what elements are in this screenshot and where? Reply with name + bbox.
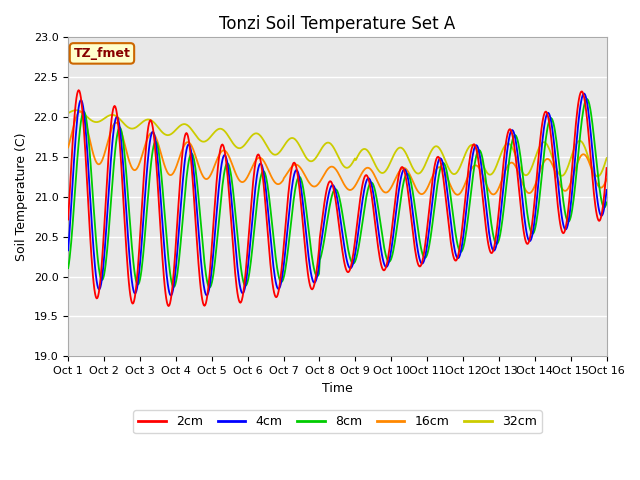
Line: 32cm: 32cm	[68, 110, 607, 176]
32cm	[603, 155, 611, 161]
Line: 2cm: 2cm	[68, 90, 607, 306]
8cm	[206, 285, 214, 290]
X-axis label: Time: Time	[322, 382, 353, 395]
32cm	[185, 123, 193, 129]
Line: 4cm: 4cm	[68, 94, 607, 295]
16cm	[404, 168, 412, 173]
4cm	[185, 142, 193, 147]
16cm	[213, 156, 221, 162]
2cm	[186, 142, 193, 148]
16cm	[185, 140, 193, 145]
16cm	[76, 108, 84, 114]
8cm	[583, 96, 591, 102]
Text: TZ_fmet: TZ_fmet	[74, 47, 131, 60]
2cm	[64, 216, 72, 222]
2cm	[404, 190, 412, 196]
8cm	[419, 253, 427, 259]
32cm	[404, 154, 412, 159]
32cm	[75, 108, 83, 113]
2cm	[164, 303, 172, 309]
2cm	[75, 87, 83, 93]
16cm	[454, 192, 461, 198]
16cm	[64, 144, 72, 150]
8cm	[64, 265, 72, 271]
16cm	[74, 110, 82, 116]
8cm	[129, 259, 137, 264]
2cm	[420, 251, 428, 256]
4cm	[74, 110, 82, 116]
4cm	[213, 204, 221, 209]
4cm	[64, 247, 72, 253]
4cm	[129, 287, 137, 293]
32cm	[419, 166, 427, 172]
32cm	[130, 125, 138, 131]
32cm	[213, 127, 221, 132]
8cm	[74, 149, 82, 155]
8cm	[184, 163, 192, 169]
4cm	[404, 173, 412, 179]
2cm	[130, 298, 138, 304]
16cm	[603, 176, 611, 182]
Y-axis label: Soil Temperature (C): Soil Temperature (C)	[15, 132, 28, 261]
4cm	[580, 91, 588, 96]
4cm	[167, 292, 175, 298]
4cm	[603, 187, 611, 193]
Line: 8cm: 8cm	[68, 99, 607, 288]
8cm	[603, 200, 611, 205]
32cm	[72, 108, 80, 113]
Line: 16cm: 16cm	[68, 111, 607, 195]
32cm	[594, 173, 602, 179]
16cm	[419, 191, 427, 196]
2cm	[603, 165, 611, 171]
16cm	[130, 167, 138, 173]
2cm	[214, 164, 222, 170]
32cm	[64, 110, 72, 116]
2cm	[74, 88, 82, 94]
Title: Tonzi Soil Temperature Set A: Tonzi Soil Temperature Set A	[220, 15, 456, 33]
8cm	[404, 171, 412, 177]
4cm	[419, 260, 427, 265]
Legend: 2cm, 4cm, 8cm, 16cm, 32cm: 2cm, 4cm, 8cm, 16cm, 32cm	[133, 410, 541, 433]
8cm	[213, 237, 221, 242]
